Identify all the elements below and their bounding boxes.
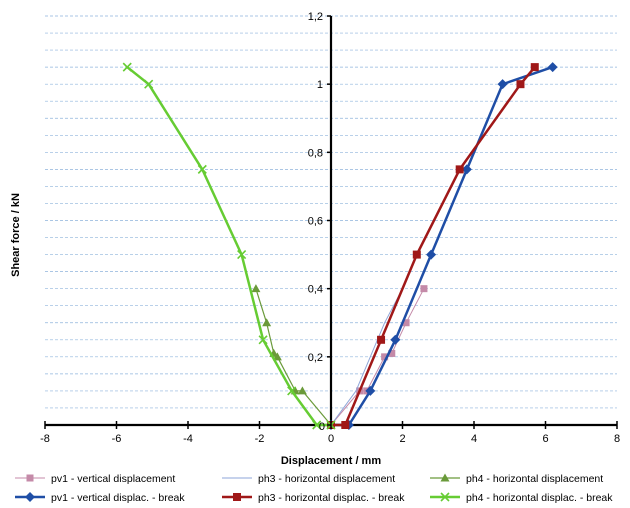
y-tick-label: 1,2	[308, 11, 323, 23]
ticks-layer: -8 -6 -4 -2 0 2 4 6 8 0,2 0,4 0,6 0,8 1 1,2 0	[40, 11, 620, 445]
x-tick-label: -6	[112, 433, 122, 445]
data-point	[365, 385, 376, 396]
data-point	[312, 420, 322, 430]
y-tick-label: 1	[317, 79, 323, 91]
y-tick-label: 0,8	[308, 147, 323, 159]
data-point	[122, 62, 132, 72]
legend-label: pv1 - vertical displac. - break	[51, 492, 185, 504]
series-ph3-horizontal-displacement	[330, 288, 403, 426]
data-point	[197, 164, 207, 174]
data-point	[144, 79, 154, 89]
data-point	[251, 284, 261, 293]
data-point	[420, 285, 428, 293]
x-tick-label: -2	[255, 433, 265, 445]
data-point	[402, 319, 410, 327]
data-point	[461, 164, 472, 175]
series-pv1-vertical-displac-break	[326, 62, 558, 430]
y-tick-label: 0	[319, 421, 325, 433]
series-line	[331, 65, 554, 427]
legend-marker	[440, 492, 450, 502]
x-tick-label: 4	[471, 433, 477, 445]
legend-item: ph4 - horizontal displac. - break	[430, 492, 613, 504]
legend-marker	[25, 492, 35, 502]
data-point	[388, 349, 396, 357]
data-point	[262, 318, 272, 327]
x-tick-label: -8	[40, 433, 50, 445]
y-tick-label: 0,6	[308, 216, 323, 228]
series-layer	[122, 62, 558, 430]
data-point	[497, 79, 508, 90]
legend-item: pv1 - vertical displac. - break	[15, 492, 185, 504]
data-point	[287, 386, 297, 396]
data-point	[258, 335, 268, 345]
legend-item: ph3 - horizontal displac. - break	[222, 492, 405, 504]
series-ph4-horizontal-displac-break	[122, 62, 336, 430]
x-tick-label: 8	[614, 433, 620, 445]
y-axis-title: Shear force / kN	[10, 193, 22, 277]
data-point	[341, 421, 350, 429]
y-tick-label: 0,2	[308, 352, 323, 364]
data-point	[412, 250, 421, 259]
legend-label: ph3 - horizontal displacement	[258, 473, 395, 485]
data-point	[426, 249, 437, 260]
legend-label: ph3 - horizontal displac. - break	[258, 492, 405, 504]
legend-label: ph4 - horizontal displac. - break	[466, 492, 613, 504]
data-point	[377, 335, 386, 344]
legend-label: ph4 - horizontal displacement	[466, 473, 603, 485]
series-line	[126, 66, 331, 427]
data-point	[547, 62, 558, 73]
legend-item: ph4 - horizontal displacement	[430, 473, 603, 485]
data-point	[530, 63, 539, 72]
x-tick-label: 0	[328, 433, 334, 445]
data-point	[297, 386, 307, 395]
legend-label: pv1 - vertical displacement	[51, 473, 175, 485]
legend-marker	[440, 473, 450, 482]
legend-marker	[26, 474, 34, 482]
series-line	[331, 66, 536, 427]
data-point	[455, 165, 464, 174]
data-point	[381, 353, 389, 361]
legend: pv1 - vertical displacement ph3 - horizon…	[15, 473, 613, 504]
series-line	[330, 288, 403, 426]
data-point	[237, 250, 247, 260]
y-tick-label: 0,4	[308, 284, 323, 296]
legend-item: pv1 - vertical displacement	[15, 473, 175, 485]
data-point	[516, 80, 525, 89]
legend-marker	[233, 493, 241, 501]
legend-item: ph3 - horizontal displacement	[222, 473, 395, 485]
data-point	[390, 334, 401, 345]
x-tick-label: -4	[183, 433, 193, 445]
x-tick-label: 2	[399, 433, 405, 445]
x-axis-title: Displacement / mm	[281, 455, 381, 467]
x-tick-label: 6	[542, 433, 548, 445]
